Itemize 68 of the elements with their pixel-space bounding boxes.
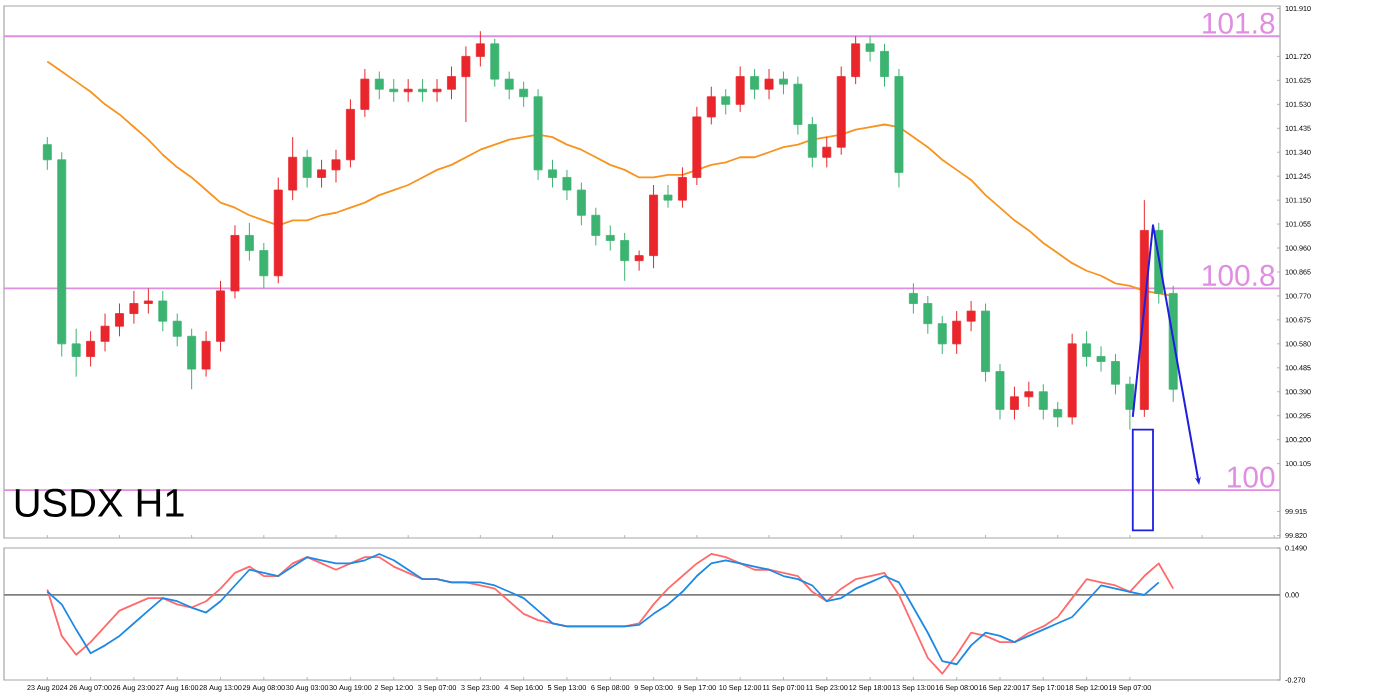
candlestick — [706, 86, 716, 125]
candlestick — [576, 181, 586, 226]
candlestick — [1053, 401, 1063, 428]
candlestick — [259, 242, 269, 289]
candlestick — [71, 328, 81, 378]
candlestick — [143, 287, 153, 315]
candlestick — [288, 136, 298, 201]
candlestick — [548, 159, 557, 189]
candlestick — [822, 136, 832, 168]
candlestick — [1096, 345, 1106, 373]
candlestick — [620, 232, 630, 282]
candlestick — [1082, 330, 1092, 368]
candlestick — [158, 290, 168, 332]
candlestick — [923, 295, 933, 335]
candlestick — [793, 76, 803, 136]
candlestick — [42, 136, 52, 171]
candlestick — [86, 330, 96, 368]
candlestick — [1125, 376, 1135, 431]
candlestick — [966, 300, 976, 332]
candlestick — [360, 68, 370, 118]
candlestick — [750, 68, 760, 100]
candlestick — [605, 224, 615, 252]
candlestick — [1038, 383, 1048, 420]
candlestick — [129, 290, 139, 325]
candlestick — [591, 207, 601, 247]
candlestick — [663, 184, 673, 209]
candlestick — [908, 282, 918, 315]
candlestick — [172, 313, 182, 347]
candlestick — [418, 78, 428, 103]
candlestick — [244, 222, 254, 262]
candlestick — [302, 149, 312, 189]
candlestick — [1111, 353, 1120, 395]
candlestick — [389, 78, 399, 103]
ref-line-label: 100.8 — [1203, 264, 1275, 286]
candlestick — [432, 78, 442, 103]
ref-line-label: 101.8 — [1203, 12, 1275, 34]
candlestick — [475, 30, 485, 67]
candlestick — [851, 35, 861, 85]
ref-line-label: 100 — [1228, 466, 1275, 488]
candlestick — [504, 71, 514, 100]
candlestick — [995, 363, 1005, 420]
candlestick — [461, 45, 471, 123]
candlestick — [865, 35, 875, 62]
candlestick — [490, 38, 500, 88]
candlestick — [374, 71, 384, 100]
candlestick — [779, 71, 788, 95]
candlestick — [952, 310, 962, 355]
candlestick — [562, 169, 572, 201]
candlestick — [880, 43, 889, 88]
candlestick — [1009, 386, 1019, 420]
annotation: USDX H1 — [15, 488, 184, 517]
candlestick — [735, 66, 745, 113]
candlestick — [403, 78, 413, 103]
candlestick — [634, 250, 644, 272]
candlestick — [100, 313, 110, 352]
candlestick — [721, 88, 731, 115]
candlestick — [764, 68, 774, 100]
candlestick — [115, 303, 124, 337]
candlestick — [447, 66, 456, 100]
candlestick — [937, 315, 947, 355]
candlestick — [807, 116, 817, 168]
candlestick — [187, 328, 197, 390]
candlestick — [201, 330, 211, 378]
candlestick — [1024, 381, 1034, 408]
candlestick — [677, 166, 687, 209]
candlestick — [331, 149, 341, 183]
candlestick — [317, 159, 326, 189]
candlestick — [519, 81, 529, 108]
